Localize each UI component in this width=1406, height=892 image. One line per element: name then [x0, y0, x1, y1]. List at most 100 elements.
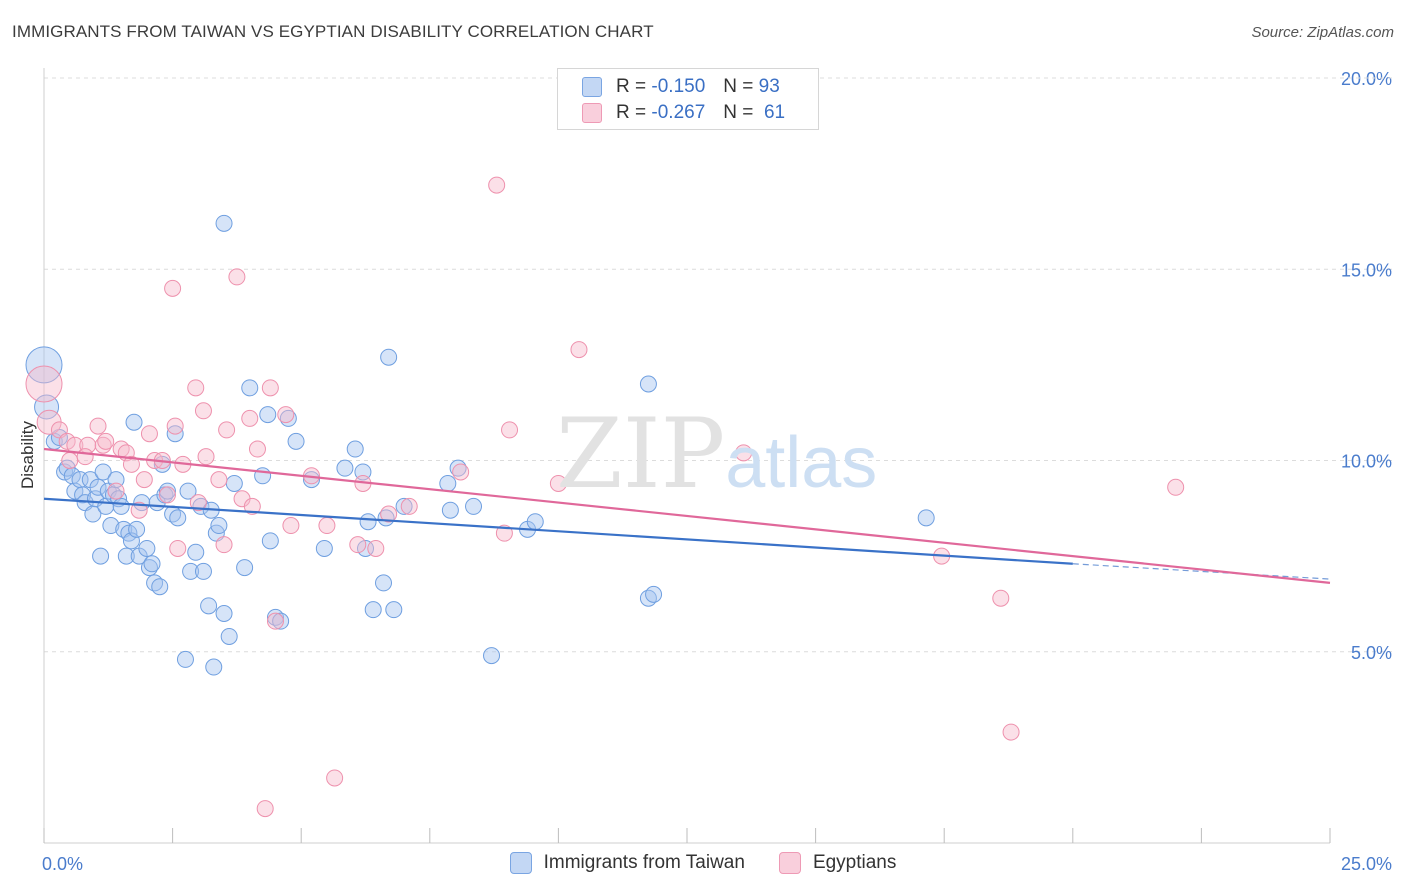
egypt-point — [166, 417, 184, 435]
egypt-point — [210, 471, 228, 489]
taiwan-point — [272, 612, 290, 630]
legend-n-value: 93 — [758, 76, 780, 97]
egypt-point — [400, 497, 418, 515]
egypt-point — [135, 471, 153, 489]
egypt-point — [349, 536, 367, 554]
egypt-point — [122, 455, 140, 473]
correlation-legend: R = -0.150 N = 93 R = -0.267 N = 61 — [557, 68, 819, 130]
egypt-point — [187, 379, 205, 397]
taiwan-point — [102, 517, 120, 535]
taiwan-point — [182, 562, 200, 580]
egypt-point — [58, 432, 76, 450]
taiwan-point — [380, 348, 398, 366]
egypt-point — [130, 501, 148, 519]
egypt-point — [76, 448, 94, 466]
y-tick-label: 20.0% — [1341, 69, 1392, 89]
y-axis-label: Disability — [18, 420, 37, 490]
taiwan-point — [138, 539, 156, 557]
taiwan-point — [241, 379, 259, 397]
egypt-point — [1002, 723, 1020, 741]
taiwan-point — [143, 555, 161, 573]
legend-row-taiwan: R = -0.150 N = 93 — [582, 75, 780, 99]
egypt-point — [570, 341, 588, 359]
egypt-point — [107, 482, 125, 500]
egypt-point — [326, 769, 344, 787]
egypt-point — [158, 486, 176, 504]
egypt-point — [189, 494, 207, 512]
taiwan-point — [215, 214, 233, 232]
y-tick-label: 5.0% — [1351, 643, 1392, 663]
taiwan-point — [385, 601, 403, 619]
taiwan-point — [34, 394, 60, 420]
egypt-point — [380, 505, 398, 523]
legend-swatch-taiwan — [509, 852, 532, 874]
taiwan-point — [346, 440, 364, 458]
taiwan-point — [526, 513, 544, 531]
egypt-point — [266, 612, 284, 630]
taiwan-point — [200, 597, 218, 615]
egypt-point — [549, 474, 567, 492]
taiwan-point — [176, 650, 194, 668]
taiwan-point — [465, 497, 483, 515]
taiwan-point — [225, 474, 243, 492]
taiwan-point — [336, 459, 354, 477]
taiwan-point — [187, 543, 205, 561]
taiwan-point — [917, 509, 935, 527]
taiwan-point — [357, 539, 374, 557]
legend-n-label: N = — [723, 102, 754, 123]
watermark: ZIPatlas — [556, 398, 877, 510]
legend-r-label: R = — [616, 102, 647, 123]
taiwan-point — [441, 501, 459, 519]
egypt-point — [164, 279, 182, 297]
egypt-point — [367, 539, 385, 557]
taiwan-point — [158, 482, 176, 500]
x-tick-label: 0.0% — [42, 854, 83, 874]
taiwan-point — [261, 532, 279, 550]
taiwan-point — [259, 406, 277, 424]
legend-item-taiwan: Immigrants from Taiwan — [509, 852, 745, 874]
taiwan-point — [483, 647, 501, 665]
egypt-point — [488, 176, 506, 194]
legend-r-value: -0.150 — [651, 76, 706, 97]
legend-swatch-egypt — [778, 852, 801, 874]
x-tick-label: 25.0% — [1341, 854, 1392, 874]
legend-row-egypt: R = -0.267 N = 61 — [582, 101, 785, 125]
egypt-point — [215, 536, 233, 554]
watermark-atlas: atlas — [725, 423, 878, 503]
taiwan-point — [92, 547, 110, 565]
taiwan-point — [151, 578, 169, 596]
taiwan-point — [169, 509, 187, 527]
egypt-point — [992, 589, 1010, 607]
legend-item-egypt: Egyptians — [778, 852, 896, 874]
taiwan-point — [395, 497, 413, 515]
egypt-point — [282, 517, 300, 535]
legend-r-value: -0.267 — [651, 102, 706, 123]
egypt-point — [277, 406, 295, 424]
egypt-point — [169, 539, 187, 557]
egypt-point — [243, 497, 261, 515]
legend-n-value: 61 — [763, 102, 786, 123]
egypt-point — [25, 365, 63, 403]
egypt-point — [248, 440, 266, 458]
taiwan-point — [287, 432, 305, 450]
taiwan-point — [215, 605, 233, 622]
taiwan-point — [439, 474, 457, 492]
egypt-point — [89, 417, 107, 435]
taiwan-point — [315, 539, 333, 557]
legend-swatch-egypt — [582, 103, 602, 123]
chart-title: IMMIGRANTS FROM TAIWAN VS EGYPTIAN DISAB… — [12, 22, 654, 41]
egypt-point — [140, 425, 158, 443]
taiwan-point — [236, 559, 254, 577]
egypt-point — [228, 268, 246, 286]
y-tick-label: 10.0% — [1341, 452, 1392, 472]
legend-r-label: R = — [616, 76, 647, 97]
egypt-point — [241, 409, 259, 427]
taiwan-trend-extension — [1072, 563, 1331, 580]
egypt-point — [452, 463, 470, 481]
watermark-zip: ZIP — [556, 398, 726, 510]
taiwan-point — [89, 478, 107, 496]
taiwan-point — [375, 574, 393, 592]
egypt-point — [61, 452, 79, 469]
taiwan-point — [645, 585, 663, 603]
taiwan-point — [179, 482, 197, 500]
